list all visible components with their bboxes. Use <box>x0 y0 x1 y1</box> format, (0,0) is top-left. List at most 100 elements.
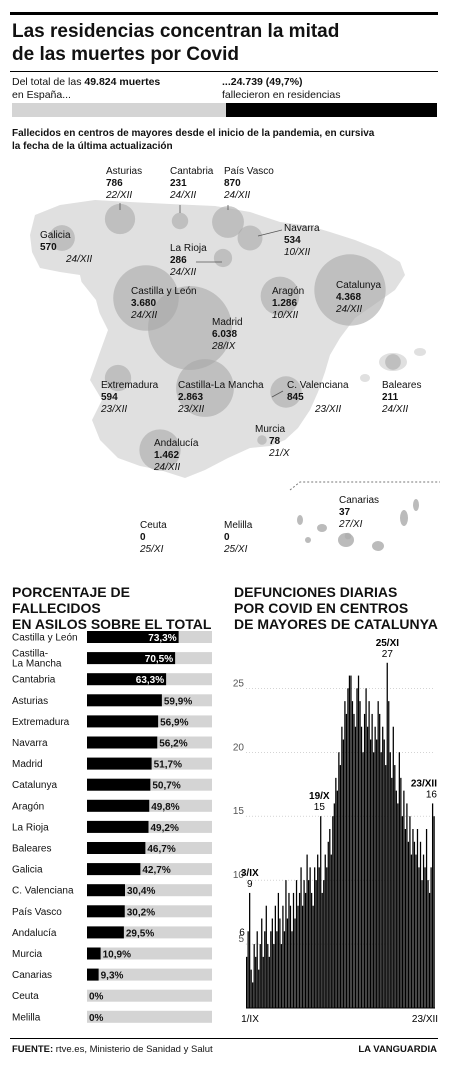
daily-bar <box>365 688 367 1008</box>
region-label-valenciana: C. Valenciana 845 23/XII <box>287 380 349 415</box>
daily-bar <box>404 829 407 1008</box>
bar-chart-title: PORCENTAJE DE FALLECIDOS EN ASILOS SOBRE… <box>12 584 212 632</box>
daily-bar <box>330 854 332 1008</box>
daily-bar <box>326 867 328 1008</box>
daily-bar <box>409 816 411 1008</box>
region-label-canarias: Canarias 37 27/XI <box>339 495 380 530</box>
bar-value-label: 42,7% <box>142 865 170 876</box>
daily-bar <box>377 701 379 1008</box>
daily-bar <box>301 905 304 1008</box>
canarias-islands <box>297 499 419 551</box>
daily-bar <box>397 803 399 1008</box>
daily-bar <box>431 803 434 1008</box>
daily-bar <box>286 918 289 1008</box>
daily-bar <box>407 841 410 1008</box>
bar-16 <box>87 968 99 981</box>
daily-bar <box>321 892 323 1008</box>
bar-10 <box>87 842 146 854</box>
bar-value-label: 29,5% <box>126 928 154 939</box>
bar-value-label: 73,3% <box>148 633 176 644</box>
bar-category-label: C. Valenciana <box>12 886 74 897</box>
daily-bar <box>327 841 329 1008</box>
bar-track <box>87 989 212 1002</box>
x-end-label: 23/XII <box>412 1014 438 1025</box>
daily-bar <box>379 713 381 1008</box>
annotation-value: 27 <box>382 649 394 660</box>
bar-value-label: 70,5% <box>145 654 173 665</box>
bar-value-label: 0% <box>89 992 104 1003</box>
daily-bar <box>391 777 393 1008</box>
daily-bar <box>318 867 320 1008</box>
bar-8 <box>87 799 150 812</box>
daily-bar <box>376 739 378 1008</box>
bar-value-label: 63,3% <box>136 675 164 686</box>
daily-bar <box>274 905 276 1008</box>
source-note: FUENTE: rtve.es, Ministerio de Sanidad y… <box>12 1044 213 1055</box>
daily-bar <box>416 829 419 1008</box>
bar-14 <box>87 926 124 939</box>
bar-11 <box>87 863 141 876</box>
region-label-baleares: Baleares 211 24/XII <box>382 380 422 415</box>
bar-value-label: 10,9% <box>103 950 131 961</box>
y-tick-label: 15 <box>233 806 245 817</box>
daily-bar <box>298 892 301 1008</box>
daily-bar <box>380 752 382 1008</box>
bubble-valenciana <box>270 376 302 408</box>
daily-bar <box>383 739 385 1008</box>
leader-lines <box>119 203 284 398</box>
daily-bar <box>362 752 364 1008</box>
daily-bar <box>323 880 325 1008</box>
daily-bar <box>419 841 422 1008</box>
daily-bar <box>304 892 307 1008</box>
bubble-larioja <box>213 248 233 268</box>
daily-bar <box>410 854 413 1008</box>
region-label-murcia: Murcia 78 21/X <box>255 424 290 459</box>
daily-bar <box>418 867 420 1008</box>
daily-bar <box>394 765 396 1008</box>
daily-bar <box>335 777 337 1008</box>
daily-bar <box>261 918 263 1008</box>
daily-bar <box>315 880 317 1008</box>
bar-category-label: Galicia <box>12 865 43 876</box>
region-label-catalunya: Catalunya 4.368 24/XII <box>336 280 382 315</box>
daily-bar <box>388 701 390 1008</box>
daily-bar <box>406 803 408 1008</box>
title-line-2: de las muertes por Covid <box>12 44 240 65</box>
bar-category-label: Melilla <box>12 1012 41 1023</box>
daily-bar <box>360 726 363 1008</box>
region-label-galicia: Galicia 570 24/XII <box>40 230 93 265</box>
source-text: rtve.es, Ministerio de Sanidad y Salut <box>53 1044 213 1055</box>
daily-bar <box>398 752 400 1008</box>
daily-bar <box>332 816 334 1008</box>
daily-bar <box>348 675 351 1008</box>
footer-rule <box>10 1038 438 1039</box>
title-rule <box>10 71 438 72</box>
daily-bar <box>259 944 261 1008</box>
residence-deaths-text: ...24.739 (49,7%) fallecieron en residen… <box>222 76 341 101</box>
bubble-madrid <box>148 286 232 370</box>
daily-bar <box>400 777 402 1008</box>
region-label-cantabria: Cantabria 231 24/XII <box>170 166 214 201</box>
daily-bar <box>283 931 286 1008</box>
daily-bar <box>264 931 266 1008</box>
annotation-value: 6 <box>239 927 245 938</box>
daily-bar <box>427 880 429 1008</box>
region-label-paisvasco: País Vasco 870 24/XII <box>224 166 274 201</box>
bar-value-label: 49,8% <box>151 802 179 813</box>
daily-bar <box>412 829 414 1008</box>
daily-bar <box>350 675 352 1008</box>
bubble-cantabria <box>171 212 189 230</box>
daily-bar <box>306 854 308 1008</box>
daily-bar <box>280 944 283 1008</box>
daily-bar <box>386 662 388 1008</box>
bar-category-label: Castilla- <box>12 649 48 660</box>
bubble-andalucia <box>139 429 181 471</box>
daily-bar <box>317 854 319 1008</box>
daily-bar <box>271 918 273 1008</box>
daily-bar <box>300 867 302 1008</box>
title-line-1: Las residencias concentran la mitad <box>12 21 340 42</box>
bar-0 <box>87 631 179 643</box>
daily-bar <box>413 841 416 1008</box>
annotation-date: 3/IX <box>241 868 259 879</box>
